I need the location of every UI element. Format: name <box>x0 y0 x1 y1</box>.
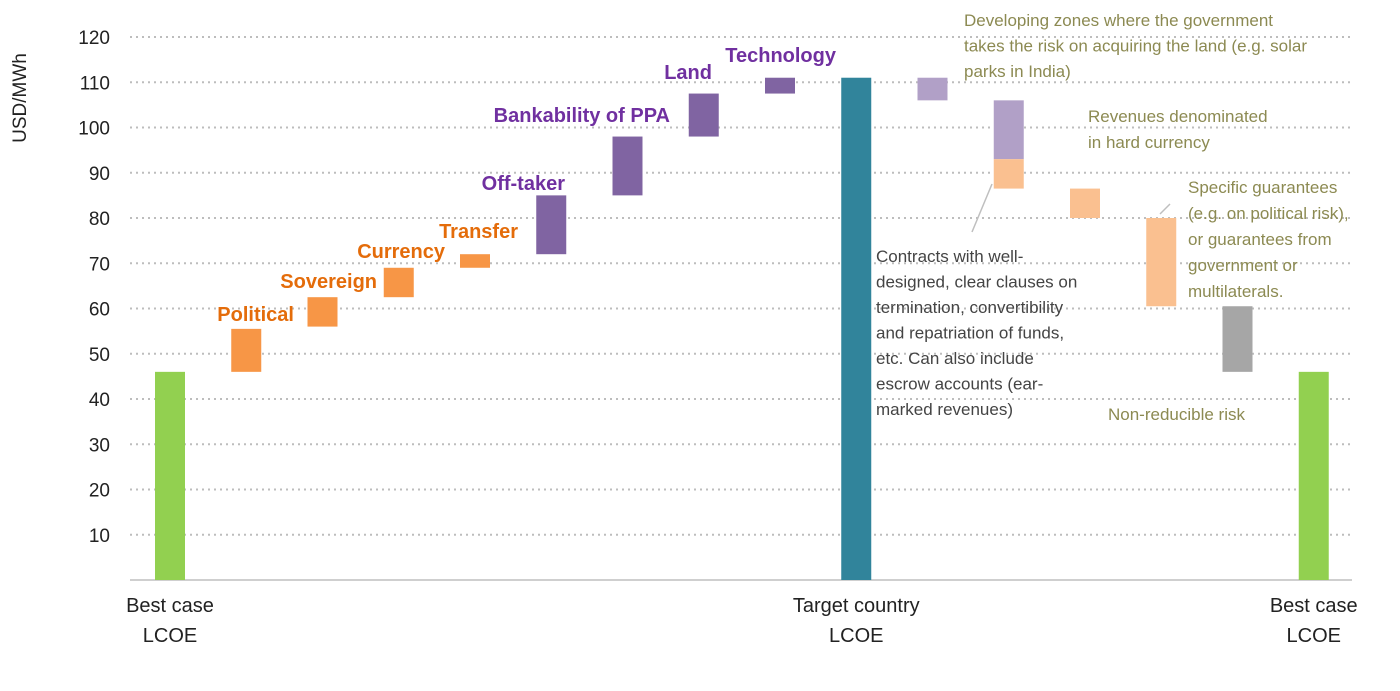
risk-label: Transfer <box>439 221 518 243</box>
x-category-label: Best case <box>126 595 214 617</box>
bar-off-taker <box>536 195 567 255</box>
bar-contract-reduction-project- <box>993 100 1024 160</box>
bar-target-country-lcoe <box>841 77 872 580</box>
x-category-label: Best case <box>1270 595 1358 617</box>
y-tick-label: 50 <box>89 345 110 366</box>
annotation-text: (e.g. on political risk), <box>1188 204 1349 223</box>
bar-guarantees-reduction <box>1146 218 1177 307</box>
annotation-text: in hard currency <box>1088 133 1210 152</box>
y-tick-label: 110 <box>80 73 110 94</box>
bar-technology <box>765 77 795 94</box>
annotation-leader <box>971 183 993 233</box>
y-tick-label: 20 <box>89 481 110 502</box>
bar-best-case-lcoe <box>155 371 185 580</box>
x-category-label: LCOE <box>829 625 883 647</box>
bar-hard-currency-reduction <box>1070 188 1100 218</box>
annotation-text: parks in India) <box>964 62 1071 81</box>
annotation-text: etc. Can also include <box>876 349 1034 368</box>
y-tick-label: 100 <box>78 119 110 140</box>
risk-label: Off-taker <box>482 173 566 195</box>
y-tick-label: 70 <box>89 254 110 275</box>
y-tick-label: 80 <box>89 209 110 230</box>
annotation-text: Non-reducible risk <box>1108 405 1245 424</box>
risk-label: Bankability of PPA <box>494 105 670 127</box>
x-category-label: LCOE <box>1287 625 1341 647</box>
bar-contract-reduction-financial- <box>993 159 1024 189</box>
bar-currency <box>383 267 414 298</box>
y-tick-label: 40 <box>89 390 110 411</box>
bar-non-reducible-risk <box>1222 306 1253 372</box>
y-tick-label: 90 <box>89 164 110 185</box>
bar-land <box>688 93 719 137</box>
annotation-text: termination, convertibility <box>876 298 1064 317</box>
annotation-text: and repatriation of funds, <box>876 324 1064 343</box>
annotation-text: Developing zones where the government <box>964 11 1273 30</box>
y-tick-label: 120 <box>78 28 110 49</box>
y-tick-label: 30 <box>89 435 110 456</box>
bar-land-reduction <box>917 77 948 101</box>
annotation-text: escrow accounts (ear- <box>876 375 1043 394</box>
bar-sovereign <box>307 297 338 327</box>
annotation-text: or guarantees from <box>1188 230 1332 249</box>
annotation-leader <box>1159 203 1171 215</box>
risk-label: Sovereign <box>280 271 377 293</box>
annotation-text: Revenues denominated <box>1088 107 1268 126</box>
y-tick-label: 10 <box>89 526 110 547</box>
risk-label: Land <box>664 62 712 84</box>
risk-label: Technology <box>725 45 837 67</box>
annotation-text: Contracts with well- <box>876 247 1023 266</box>
bar-transfer <box>460 254 490 268</box>
bar-best-case-lcoe <box>1298 371 1329 580</box>
x-category-label: LCOE <box>143 625 197 647</box>
y-tick-label: 60 <box>89 300 110 321</box>
bar-bankability-of-ppa <box>612 136 643 196</box>
risk-label: Currency <box>357 241 446 263</box>
y-axis-label: USD/MWh <box>10 53 31 143</box>
annotation-text: Specific guarantees <box>1188 178 1337 197</box>
annotation-text: marked revenues) <box>876 400 1013 419</box>
annotation-text: multilaterals. <box>1188 282 1283 301</box>
annotation-text: takes the risk on acquiring the land (e.… <box>964 37 1307 56</box>
annotation-text: designed, clear clauses on <box>876 273 1077 292</box>
bar-political <box>231 328 262 372</box>
annotation-text: government or <box>1188 256 1298 275</box>
risk-label: Political <box>217 304 294 326</box>
x-category-label: Target country <box>793 595 920 617</box>
